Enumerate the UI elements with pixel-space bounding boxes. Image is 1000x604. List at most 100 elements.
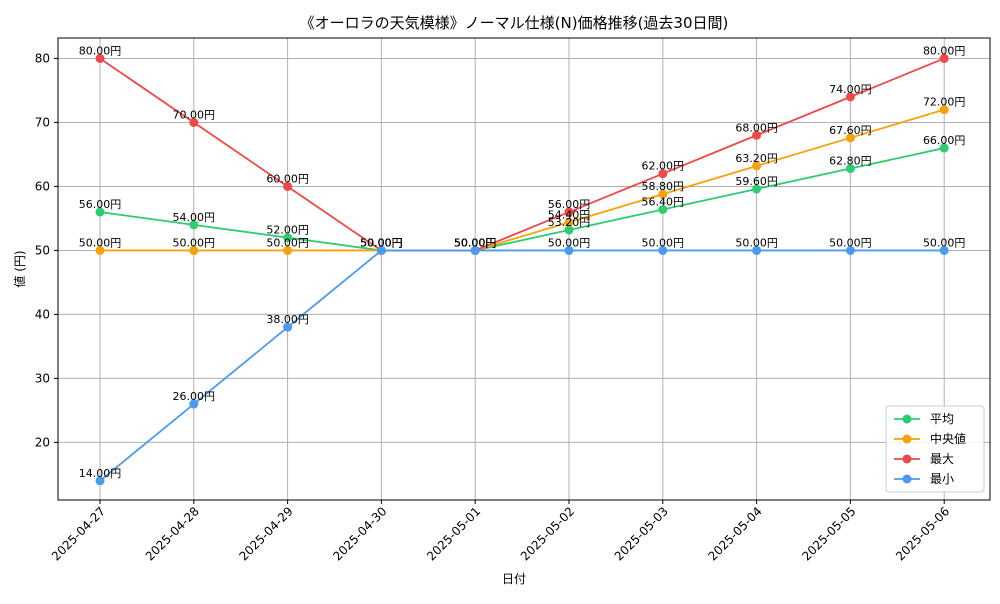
data-point [283,322,293,332]
data-point [189,220,199,230]
x-tick-label: 2025-04-30 [330,504,389,563]
data-label: 50.00円 [642,236,685,249]
x-tick-label: 2025-05-01 [424,504,483,563]
plot-frame [57,37,991,501]
legend-label: 最小 [930,472,954,486]
series-line [99,57,945,252]
data-label: 72.00円 [923,96,966,109]
data-label: 50.00円 [360,236,403,249]
x-tick-label: 2025-04-28 [143,504,202,563]
x-axis-title: 日付 [502,572,526,586]
y-tick-label: 80 [35,51,50,65]
data-label: 66.00円 [923,134,966,147]
x-tick-label: 2025-05-03 [612,504,671,563]
legend-label: 中央値 [930,431,966,446]
data-label: 26.00円 [173,390,216,403]
data-point [189,399,199,409]
data-label: 50.00円 [360,236,403,249]
x-tick-label: 2025-05-05 [799,504,858,563]
data-label: 63.20円 [735,152,778,165]
data-point [939,143,949,153]
x-tick-label: 2025-05-06 [893,504,952,563]
data-point [939,53,949,63]
data-point [845,164,855,174]
data-label: 50.00円 [454,236,497,249]
legend-swatch-marker [902,474,912,484]
series-line [99,249,945,482]
data-point [564,207,574,217]
data-label: 14.00円 [79,467,122,480]
data-label: 54.00円 [173,211,216,224]
x-tick-label: 2025-05-04 [706,504,765,563]
data-label: 62.00円 [642,160,685,173]
y-tick-label: 20 [35,435,50,449]
series-line [99,147,945,252]
data-point [189,117,199,127]
data-label: 50.00円 [360,236,403,249]
data-label: 74.00円 [829,83,872,96]
data-label: 50.00円 [454,236,497,249]
data-point [845,133,855,143]
data-point [658,169,668,179]
data-label: 80.00円 [79,44,122,57]
data-label: 59.60円 [735,175,778,188]
data-label: 50.00円 [735,236,778,249]
x-tick-label: 2025-04-27 [49,504,108,563]
data-point [95,476,105,486]
legend-swatch-marker [902,454,912,464]
data-label: 50.00円 [548,236,591,249]
grid-lines [58,38,990,500]
data-point [376,245,386,255]
y-tick-label: 60 [35,179,50,193]
legend-label: 平均 [930,412,954,426]
data-label: 80.00円 [923,44,966,57]
data-label: 50.00円 [923,236,966,249]
data-label: 50.00円 [454,236,497,249]
y-tick-label: 40 [35,307,50,321]
data-point [470,245,480,255]
chart-title: 《オーロラの天気模様》ノーマル仕様(N)価格推移(過去30日間) [300,14,729,32]
data-point [283,233,293,243]
data-label: 54.40円 [548,208,591,221]
data-label: 56.00円 [79,198,122,211]
series-group [95,53,949,486]
data-label: 60.00円 [266,172,309,185]
data-point [564,217,574,227]
data-point [752,245,762,255]
data-label: 52.00円 [266,224,309,237]
data-point [283,181,293,191]
data-point [658,189,668,199]
data-label: 50.00円 [173,236,216,249]
x-tick-label: 2025-05-02 [518,504,577,563]
data-label: 50.00円 [454,236,497,249]
data-label: 58.80円 [642,180,685,193]
data-point [752,184,762,194]
data-point [752,130,762,140]
data-point [845,245,855,255]
data-point [283,245,293,255]
data-point [752,161,762,171]
legend-label: 最大 [930,452,954,466]
data-point [939,245,949,255]
y-tick-label: 70 [35,115,50,129]
y-tick-label: 30 [35,371,50,385]
data-label: 50.00円 [360,236,403,249]
y-axis-title: 値 (円) [12,250,27,287]
data-label: 53.20円 [548,216,591,229]
data-label: 70.00円 [173,108,216,121]
data-point [564,225,574,235]
data-label: 68.00円 [735,121,778,134]
data-point [189,245,199,255]
data-label: 38.00円 [266,313,309,326]
series-line [100,108,945,252]
data-point [845,92,855,102]
data-point [95,207,105,217]
x-tick-label: 2025-04-29 [237,504,296,563]
data-label: 56.00円 [548,198,591,211]
legend-box [885,405,985,493]
data-point [95,245,105,255]
